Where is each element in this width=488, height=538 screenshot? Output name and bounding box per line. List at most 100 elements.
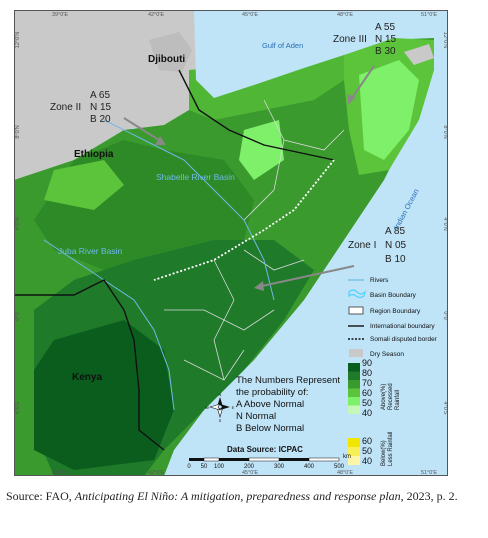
axis-bottom-3: 45°0'E xyxy=(242,470,258,476)
below-tick-40: 40 xyxy=(362,456,372,466)
compass-s: S xyxy=(219,418,222,423)
axis-right-5: 4°0'S xyxy=(442,401,448,414)
axis-top-4: 48°0'E xyxy=(337,12,353,18)
zone-iii-n: N 15 xyxy=(375,34,397,45)
region-boundaries xyxy=(164,99,345,381)
axis-left-1: 12°0'N xyxy=(15,32,21,48)
below-caption-1: Below(%) xyxy=(381,440,387,466)
scale-seg-3 xyxy=(219,458,249,461)
forecast-zone-iii-light xyxy=(359,60,419,160)
below-swatch-50 xyxy=(348,447,360,456)
probability-note-line-3: A Above Normal xyxy=(236,399,304,410)
scale-seg-2 xyxy=(203,457,220,462)
scale-tick-50: 50 xyxy=(201,464,208,470)
below-tick-50: 50 xyxy=(362,446,372,456)
compass-east-arrow xyxy=(220,404,230,410)
axis-right-4: 0°0' xyxy=(442,311,448,320)
label-gulf-of-aden: Gulf of Aden xyxy=(262,41,303,50)
zone-ii-arrow xyxy=(123,117,160,141)
zone-iii-arrow xyxy=(351,65,375,99)
probability-note-line-2: the probability of: xyxy=(236,387,308,398)
source-citation: Source: FAO, Anticipating El Niño: A mit… xyxy=(6,489,484,504)
below-swatch-60 xyxy=(348,438,360,447)
zone-ii-annotation: A 65 Zone II N 15 B 20 xyxy=(50,90,112,125)
source-prefix: Source: FAO, xyxy=(6,489,75,503)
zone-ii-a: A 65 xyxy=(90,90,110,101)
scale-seg-1 xyxy=(189,458,204,461)
light-patch-1 xyxy=(239,120,284,180)
axis-right-2: 8°0'N xyxy=(442,125,448,138)
legend-region-boundary: Region Boundary xyxy=(370,308,421,315)
axis-right-1: 12°0'N xyxy=(442,32,448,48)
forecast-zone-90 xyxy=(34,320,174,470)
above-tick-60: 60 xyxy=(362,388,372,398)
above-tick-80: 80 xyxy=(362,368,372,378)
zone-ii-name: Zone II xyxy=(50,102,81,113)
zone-i-name: Zone I xyxy=(348,240,376,251)
above-swatch-80 xyxy=(348,371,360,380)
above-caption-2: Recessed xyxy=(388,383,394,410)
above-swatch-90 xyxy=(348,363,360,372)
dry-season-patch xyxy=(404,44,434,65)
below-scale: 60 50 40 Below(%) Less Rainfall xyxy=(348,432,394,466)
zone-iii-b: B 30 xyxy=(375,46,396,57)
zone-i-arrowhead xyxy=(254,281,264,291)
legend-basin-boundary: Basin Boundary xyxy=(370,292,417,299)
above-swatch-40 xyxy=(348,405,360,414)
forecast-map: 39°0'E 42°0'E 45°0'E 48°0'E 51°0'E 39°0'… xyxy=(14,10,448,476)
label-shabelle-basin: Shabelle River Basin xyxy=(156,172,235,182)
indian-ocean xyxy=(164,10,448,476)
rivers xyxy=(43,119,275,411)
axis-left-5: 4°0'S xyxy=(15,401,21,414)
axis-top-5: 51°0'E xyxy=(421,12,437,18)
probability-note-line-4: N Normal xyxy=(236,411,276,422)
djibouti-area xyxy=(149,32,192,72)
zone-i-arrow xyxy=(261,265,355,287)
compass-icon: N S W E xyxy=(205,392,235,423)
below-swatch-40 xyxy=(348,456,360,465)
legend-swatch-dry xyxy=(349,349,363,357)
scale-tick-400: 400 xyxy=(304,464,315,470)
probability-note-line-5: B Below Normal xyxy=(236,423,304,434)
label-kenya: Kenya xyxy=(72,372,102,383)
zone-iii-name: Zone III xyxy=(333,34,367,45)
zone-i-n: N 05 xyxy=(385,240,407,251)
axis-left-4: 0°0' xyxy=(15,311,21,320)
compass-w: W xyxy=(205,405,209,410)
compass-west-arrow xyxy=(208,403,221,411)
zone-ii-b: B 20 xyxy=(90,114,111,125)
axis-left-3: 4°0'N xyxy=(15,217,21,230)
scale-tick-500: 500 xyxy=(334,464,345,470)
scale-seg-4 xyxy=(248,457,280,462)
zone-iii-arrowhead xyxy=(347,94,356,105)
gulf-of-aden xyxy=(194,10,448,98)
above-scale: 90 80 70 60 50 40 Above(%) Recessed Rain… xyxy=(348,358,401,418)
probability-note-line-1: The Numbers Represent xyxy=(236,375,340,386)
scale-seg-6 xyxy=(308,457,340,462)
scale-tick-100: 100 xyxy=(214,464,225,470)
scale-tick-300: 300 xyxy=(274,464,285,470)
source-suffix: , 2023, p. 2. xyxy=(400,489,458,503)
above-tick-70: 70 xyxy=(362,378,372,388)
compass-n: N xyxy=(219,392,222,397)
axis-left-2: 8°0'N xyxy=(15,125,21,138)
label-ethiopia: Ethiopia xyxy=(74,149,114,160)
above-swatch-70 xyxy=(348,380,360,389)
data-source: Data Source: ICPAC xyxy=(227,445,303,454)
zone-ii-n: N 15 xyxy=(90,102,112,113)
above-tick-40: 40 xyxy=(362,408,372,418)
somali-disputed-border xyxy=(153,159,335,281)
axis-bottom-1: 39°0'E xyxy=(52,470,68,476)
axis-top-2: 42°0'E xyxy=(148,12,164,18)
above-swatch-50 xyxy=(348,397,360,406)
scale-bar: 0 50 100 200 300 400 500 km xyxy=(187,454,351,470)
axis-top-3: 45°0'E xyxy=(242,12,258,18)
ethiopia-light-patch xyxy=(44,160,124,210)
legend: Rivers Basin Boundary Region Boundary In… xyxy=(348,277,438,358)
zone-ii-arrowhead xyxy=(155,136,166,145)
axis-bottom-2: 42°0'E xyxy=(148,470,164,476)
legend-international-boundary: International boundary xyxy=(370,323,435,330)
map-border xyxy=(14,10,448,476)
above-tick-50: 50 xyxy=(362,398,372,408)
zone-i-a: A 85 xyxy=(385,226,405,237)
